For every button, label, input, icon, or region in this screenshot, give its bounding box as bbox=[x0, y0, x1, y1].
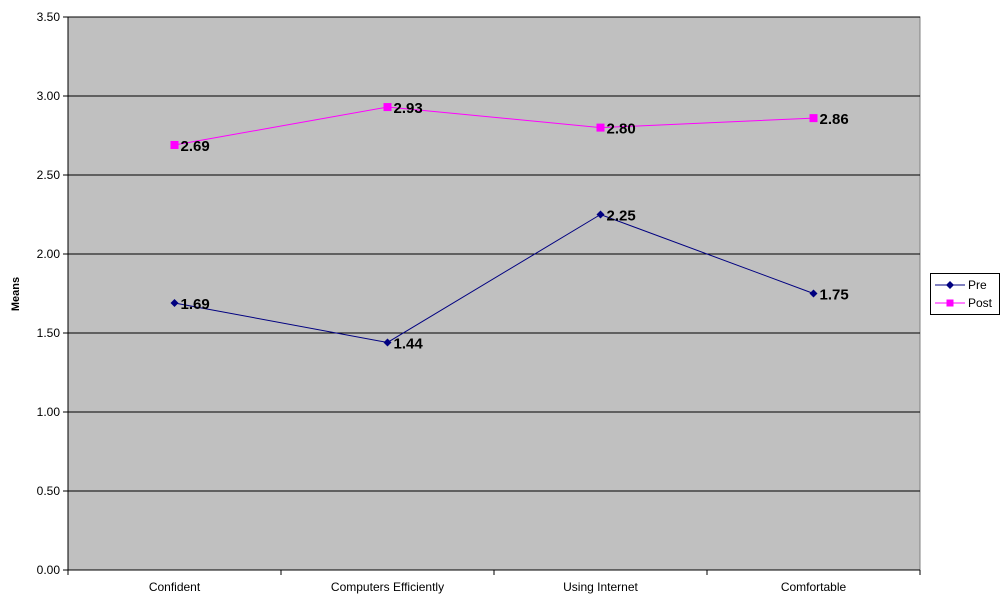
data-label-post: 2.69 bbox=[181, 138, 210, 155]
y-tick-label: 1.50 bbox=[37, 326, 61, 340]
y-axis-title: Means bbox=[10, 277, 22, 311]
data-point-post bbox=[170, 140, 179, 149]
plot-background bbox=[67, 16, 921, 571]
data-point-pre bbox=[809, 289, 818, 298]
y-tick-label: 2.00 bbox=[37, 247, 61, 261]
data-label-post: 2.86 bbox=[820, 111, 849, 128]
legend-entry-post: Post bbox=[931, 295, 999, 311]
data-label-post: 2.93 bbox=[394, 100, 423, 117]
data-point-pre bbox=[596, 210, 605, 219]
data-label-post: 2.80 bbox=[607, 121, 636, 138]
legend-entry-pre: Pre bbox=[931, 277, 999, 293]
x-tick-label: Confident bbox=[149, 580, 201, 594]
y-tick-label: 0.50 bbox=[37, 484, 61, 498]
y-tick-label: 2.50 bbox=[37, 168, 61, 182]
data-point-pre bbox=[170, 298, 179, 307]
data-point-post bbox=[596, 123, 605, 132]
series-line-pre bbox=[174, 213, 814, 344]
data-point-pre bbox=[383, 338, 392, 347]
data-label-pre: 1.75 bbox=[820, 287, 849, 304]
data-label-pre: 2.25 bbox=[607, 208, 636, 225]
data-label-pre: 1.44 bbox=[394, 335, 424, 352]
data-point-post bbox=[809, 114, 818, 123]
data-point-post bbox=[383, 103, 392, 112]
y-tick-label: 3.50 bbox=[37, 10, 61, 24]
series-line-post bbox=[174, 106, 814, 146]
legend: Pre Post bbox=[930, 273, 1000, 315]
legend-swatch-post bbox=[935, 299, 965, 307]
legend-label-pre: Pre bbox=[968, 278, 987, 292]
x-tick-label: Computers Efficiently bbox=[331, 580, 444, 594]
x-tick-label: Using Internet bbox=[563, 580, 638, 594]
y-tick-label: 0.00 bbox=[37, 563, 61, 577]
x-tick-label: Comfortable bbox=[781, 580, 847, 594]
y-tick-label: 1.00 bbox=[37, 405, 61, 419]
legend-swatch-pre bbox=[935, 281, 965, 289]
plot-area: 0.00 0.50 1.00 1.50 2.00 2.50 3.00 3.50 Confiden… bbox=[37, 10, 921, 594]
legend-label-post: Post bbox=[968, 296, 993, 310]
data-label-pre: 1.69 bbox=[181, 296, 210, 313]
y-tick-label: 3.00 bbox=[37, 89, 61, 103]
